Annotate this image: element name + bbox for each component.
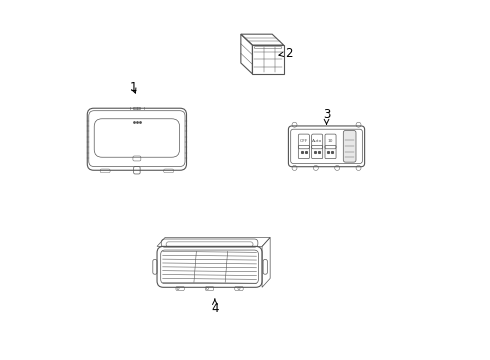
Text: Auto: Auto bbox=[312, 139, 322, 143]
Text: 1: 1 bbox=[129, 81, 137, 94]
Text: 3: 3 bbox=[323, 108, 330, 124]
Text: 10: 10 bbox=[328, 139, 333, 143]
Text: 2: 2 bbox=[279, 46, 293, 60]
Text: 4: 4 bbox=[211, 299, 219, 315]
Text: OFF: OFF bbox=[300, 139, 308, 143]
FancyBboxPatch shape bbox=[343, 131, 356, 162]
